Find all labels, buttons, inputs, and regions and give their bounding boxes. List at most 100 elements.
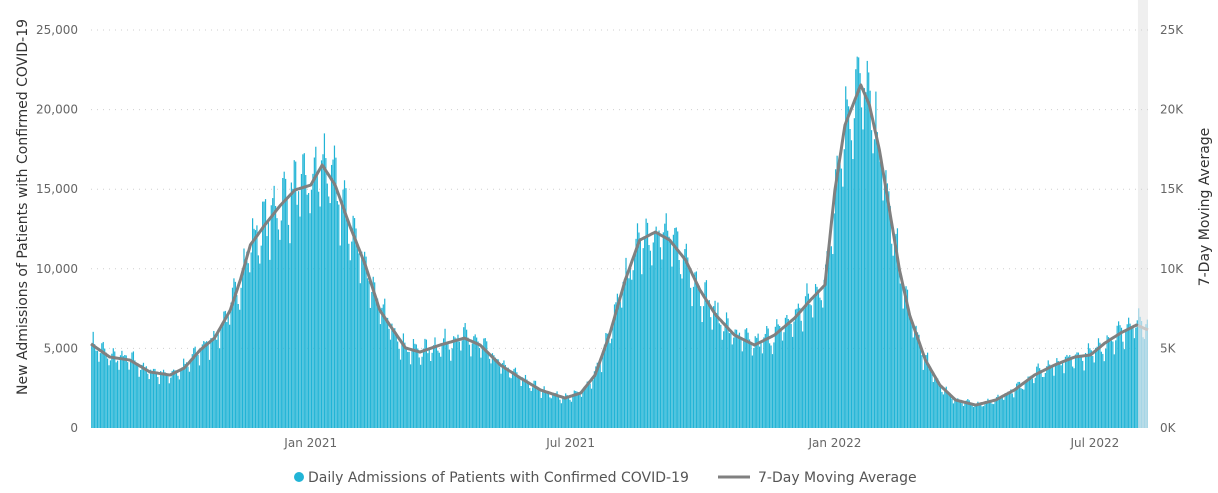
bar bbox=[239, 309, 241, 428]
y2-tick-label: 25K bbox=[1160, 23, 1184, 37]
bar bbox=[799, 307, 801, 428]
bar bbox=[440, 356, 442, 428]
bar bbox=[622, 281, 624, 428]
bar bbox=[1080, 354, 1082, 428]
bar bbox=[319, 206, 321, 428]
bar bbox=[667, 230, 669, 428]
bar bbox=[777, 324, 779, 428]
bar bbox=[789, 321, 791, 428]
bar bbox=[618, 297, 620, 428]
bar bbox=[1053, 375, 1055, 428]
bar bbox=[165, 373, 168, 428]
bar bbox=[478, 347, 481, 428]
bar bbox=[659, 247, 662, 428]
bar bbox=[1139, 316, 1141, 428]
bar bbox=[862, 129, 864, 428]
bar bbox=[812, 317, 814, 428]
bar bbox=[915, 325, 917, 428]
bar bbox=[1133, 338, 1136, 428]
bar bbox=[493, 355, 495, 428]
bar bbox=[710, 317, 712, 428]
series-line-7-day-moving-average bbox=[90, 83, 1139, 407]
legend-line-label[interactable]: 7-Day Moving Average bbox=[758, 470, 917, 486]
bar bbox=[754, 336, 756, 428]
legend-bar-label[interactable]: Daily Admissions of Patients with Confir… bbox=[308, 470, 689, 486]
bar bbox=[361, 251, 363, 428]
bar bbox=[171, 370, 173, 428]
bar bbox=[648, 245, 650, 428]
bar bbox=[507, 367, 509, 428]
bar bbox=[546, 391, 548, 428]
bar bbox=[878, 146, 880, 429]
bar bbox=[431, 352, 433, 428]
bar bbox=[701, 322, 703, 428]
bar bbox=[993, 404, 995, 428]
bar bbox=[453, 336, 455, 428]
bar bbox=[718, 323, 720, 428]
bar bbox=[781, 340, 784, 428]
bar bbox=[509, 377, 511, 428]
bar bbox=[161, 373, 163, 428]
bar bbox=[256, 225, 258, 428]
bar bbox=[685, 243, 687, 428]
bar bbox=[292, 188, 294, 428]
bar bbox=[885, 170, 887, 428]
bar bbox=[376, 298, 379, 428]
bar bbox=[1099, 342, 1101, 428]
bar bbox=[1027, 376, 1029, 428]
bar bbox=[108, 365, 110, 428]
x-tick-label: Jul 2021 bbox=[545, 436, 595, 450]
bar bbox=[155, 372, 157, 428]
bar bbox=[269, 259, 271, 428]
bar bbox=[868, 72, 870, 429]
bar bbox=[827, 244, 830, 428]
bar bbox=[603, 344, 606, 428]
bar bbox=[272, 198, 274, 428]
bar bbox=[210, 338, 212, 428]
gridlines bbox=[91, 29, 1148, 349]
bar bbox=[233, 278, 235, 428]
bar bbox=[282, 178, 284, 428]
bar bbox=[418, 357, 420, 428]
bar bbox=[928, 364, 930, 428]
bar bbox=[626, 272, 629, 428]
legend[interactable]: Daily Admissions of Patients with Confir… bbox=[294, 470, 917, 486]
bar bbox=[516, 372, 518, 428]
bar bbox=[925, 355, 927, 428]
bar bbox=[809, 304, 811, 428]
bar bbox=[285, 178, 287, 428]
bar bbox=[705, 280, 708, 428]
y-tick-label: 20,000 bbox=[36, 103, 78, 117]
bar bbox=[853, 118, 855, 429]
bar bbox=[802, 331, 804, 428]
bar bbox=[941, 391, 943, 428]
bar bbox=[312, 173, 314, 428]
bar bbox=[1090, 350, 1092, 428]
bar bbox=[684, 249, 686, 428]
bar bbox=[972, 406, 975, 428]
bar bbox=[129, 360, 132, 428]
bar bbox=[460, 350, 462, 428]
bar bbox=[435, 345, 438, 428]
bar bbox=[1117, 321, 1120, 428]
bar bbox=[664, 223, 666, 428]
bar bbox=[1008, 392, 1011, 428]
bar bbox=[262, 201, 264, 428]
bar bbox=[381, 307, 383, 428]
bar bbox=[840, 168, 843, 429]
bar bbox=[461, 340, 463, 428]
bar bbox=[145, 366, 147, 428]
bar bbox=[629, 266, 631, 428]
bar bbox=[990, 402, 992, 428]
bar bbox=[448, 349, 450, 428]
bar bbox=[353, 218, 356, 428]
bar bbox=[1106, 335, 1108, 428]
bar bbox=[1074, 354, 1077, 428]
bar bbox=[750, 343, 752, 428]
bar bbox=[784, 317, 787, 428]
bar bbox=[293, 160, 295, 428]
bar bbox=[539, 389, 541, 428]
bar bbox=[117, 360, 119, 428]
bar bbox=[104, 348, 106, 428]
bar bbox=[249, 272, 251, 428]
